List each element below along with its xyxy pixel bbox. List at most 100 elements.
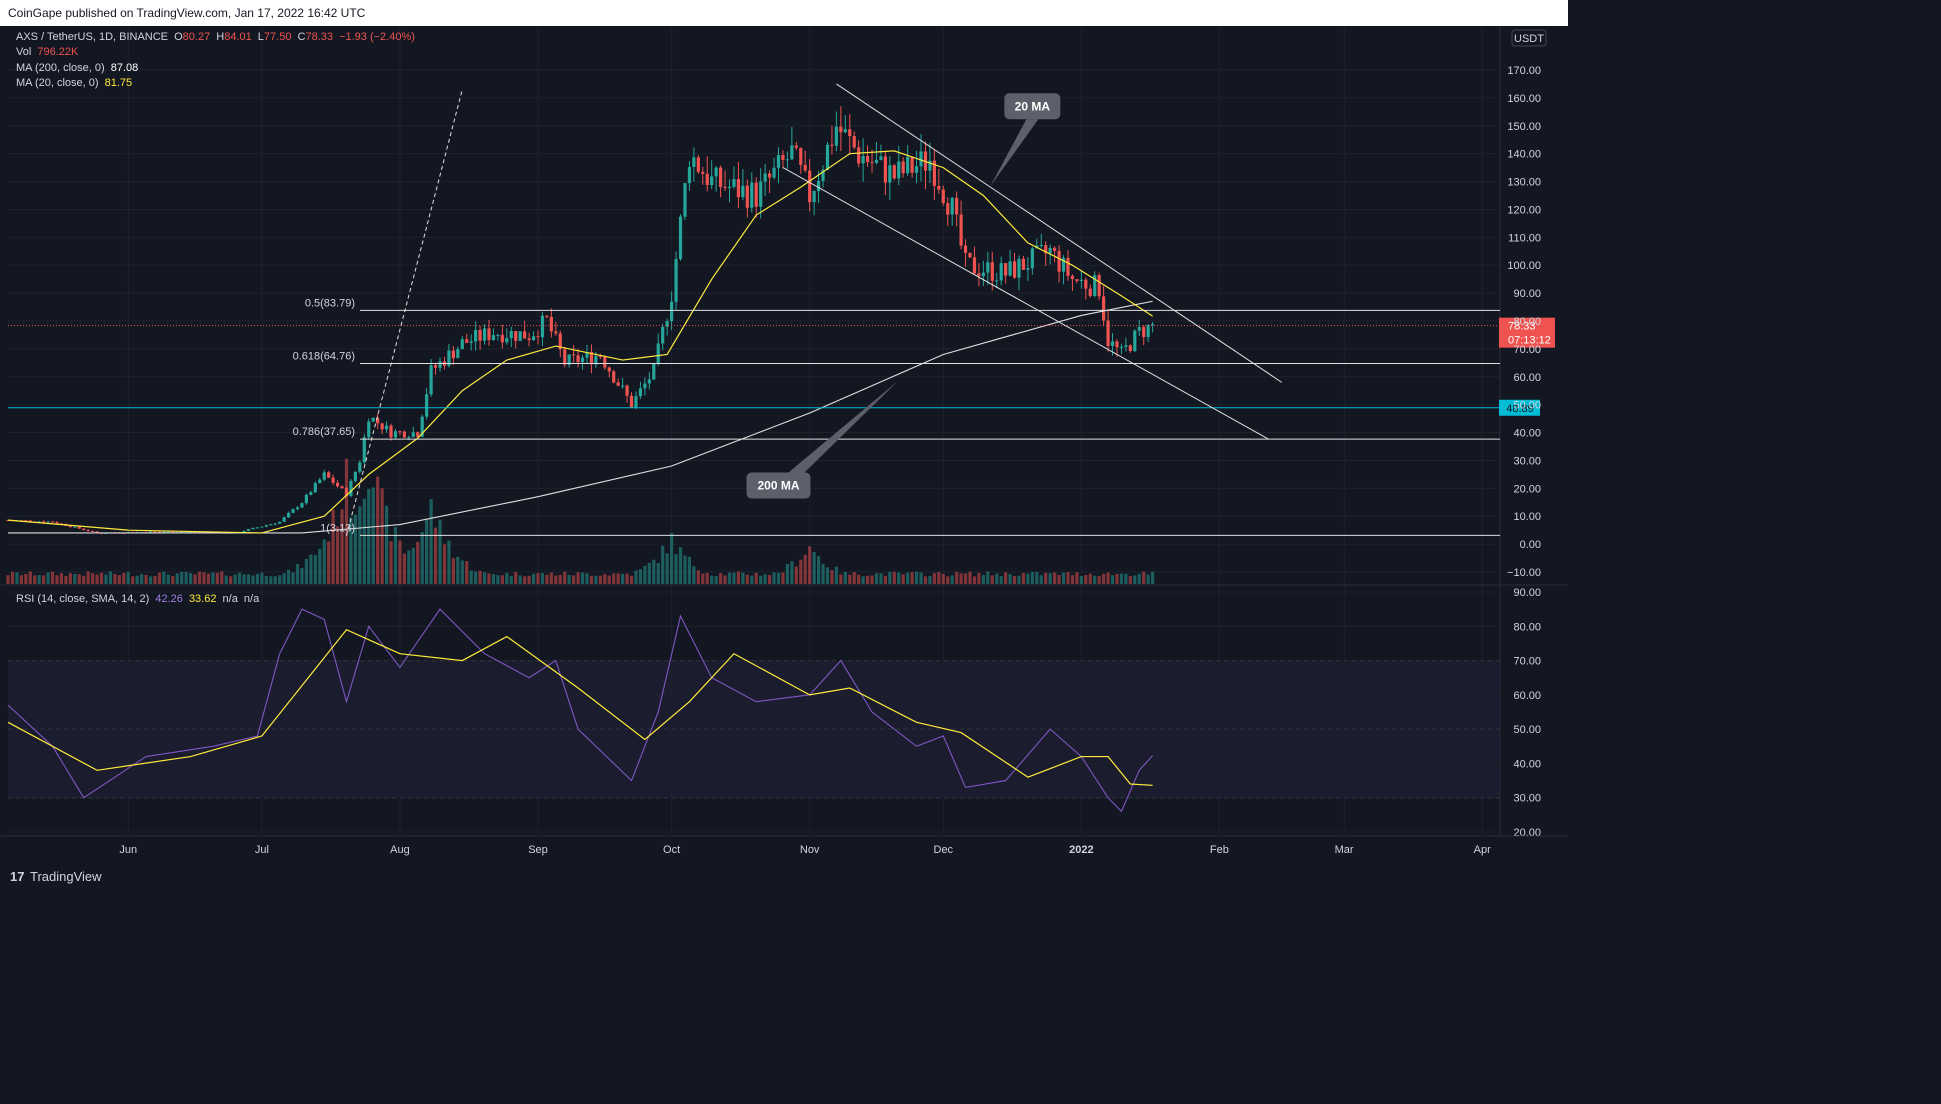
volume-bar: [580, 572, 585, 584]
tradingview-logo-icon[interactable]: 17: [10, 869, 25, 884]
volume-bar: [304, 559, 308, 584]
volume-bar: [19, 575, 23, 584]
candle-body: [536, 336, 540, 338]
candle-body: [1053, 247, 1057, 251]
volume-bar: [879, 573, 883, 584]
candle-body: [1061, 257, 1066, 272]
candle-body: [91, 531, 95, 533]
candle-body: [999, 263, 1003, 281]
rsi-value: 42.26: [155, 593, 183, 605]
volume-bar: [1075, 572, 1079, 584]
volume-bar: [1115, 574, 1119, 584]
candle-body: [304, 494, 308, 504]
volume-bar: [135, 575, 139, 584]
volume-bar: [754, 572, 758, 584]
candle-body: [24, 520, 28, 522]
volume-bar: [206, 573, 211, 584]
volume-bar: [380, 488, 384, 584]
volume-bar: [572, 575, 576, 584]
candle-body: [549, 316, 553, 332]
rsi-label: RSI (14, close, SMA, 14, 2): [16, 593, 150, 605]
volume-bar: [932, 573, 936, 584]
volume-bar: [91, 573, 95, 584]
tradingview-brand[interactable]: TradingView: [30, 869, 102, 884]
volume-bar: [153, 575, 157, 584]
volume-bar: [812, 552, 816, 584]
price-chart[interactable]: 0.5(83.79) 0.618(64.76) 0.786(37.65) 1(3.13…: [0, 26, 1568, 862]
currency-box[interactable]: [1511, 29, 1547, 47]
volume-bar: [603, 573, 607, 584]
candle-body: [433, 365, 438, 368]
candle-body: [1075, 279, 1079, 281]
volume-bar: [736, 571, 741, 584]
candle-body: [634, 396, 638, 408]
support-level-tag: [1499, 399, 1540, 416]
candle-body: [286, 512, 291, 518]
candle-body: [1137, 327, 1141, 331]
volume-bar: [687, 556, 692, 584]
volume-bar: [215, 572, 219, 584]
volume-bar: [126, 572, 130, 584]
candle-body: [1048, 247, 1052, 254]
price-axis-tick: 160.00: [1507, 93, 1541, 105]
candle-body: [540, 315, 545, 338]
current-price-tag-text: 78.33: [1508, 321, 1536, 333]
volume-bar: [420, 532, 424, 584]
volume-bar: [558, 574, 562, 584]
candle-body: [754, 182, 758, 207]
volume-bar: [616, 573, 620, 584]
volume-bar: [451, 558, 455, 584]
volume-bar: [180, 571, 184, 584]
candle-body: [456, 349, 460, 359]
volume-bar: [393, 527, 398, 584]
volume-bar: [251, 575, 255, 584]
volume-bar: [652, 559, 656, 584]
rsi-legend: RSI (14, close, SMA, 14, 2) 42.26 33.62 …: [16, 593, 262, 605]
candle-body: [665, 321, 669, 327]
candle-body: [857, 147, 861, 164]
volume-bar: [193, 574, 197, 584]
volume-bar: [465, 561, 469, 584]
ma20-label: MA (20, close, 0): [16, 77, 99, 89]
volume-bar: [331, 509, 335, 584]
volume-bar: [1035, 572, 1039, 584]
price-axis-tick: 150.00: [1507, 121, 1541, 133]
candle-body: [1102, 296, 1106, 321]
candle-body: [567, 354, 571, 365]
volume-bar: [919, 572, 923, 584]
candle-body: [478, 329, 482, 341]
volume-bar: [647, 562, 651, 584]
candle-body: [946, 203, 950, 215]
candle-body: [683, 183, 687, 217]
candle-body: [825, 144, 830, 170]
candle-body: [816, 180, 821, 192]
volume-bar: [42, 575, 46, 584]
volume-bar: [968, 571, 972, 584]
volume-bar: [184, 571, 188, 584]
volume-bar: [950, 575, 954, 584]
candle-body: [322, 472, 326, 480]
candle-body: [50, 521, 55, 523]
volume-bar: [634, 570, 638, 584]
fib-level-label: 0.618(64.76): [293, 351, 355, 363]
volume-bar: [785, 563, 790, 584]
candle-body: [402, 431, 406, 438]
rsi-axis-tick: 80.00: [1513, 621, 1541, 633]
volume-bar: [327, 541, 331, 584]
candle-body: [331, 477, 335, 483]
volume-bar: [402, 553, 406, 584]
candle-body: [523, 331, 527, 339]
volume-bar: [955, 571, 959, 584]
volume-bar: [638, 569, 643, 584]
volume-bar: [549, 572, 553, 584]
volume-bar: [972, 576, 977, 584]
candle-body: [759, 181, 763, 207]
volume-bar: [291, 572, 295, 584]
volume-bar: [260, 572, 264, 584]
candle-body: [527, 338, 531, 341]
time-axis-tick: Jun: [119, 844, 137, 856]
time-axis-tick: 2022: [1069, 844, 1093, 856]
callout-text: 20 MA: [1015, 99, 1051, 113]
candle-body: [77, 526, 81, 529]
volume-bar: [1008, 574, 1012, 584]
